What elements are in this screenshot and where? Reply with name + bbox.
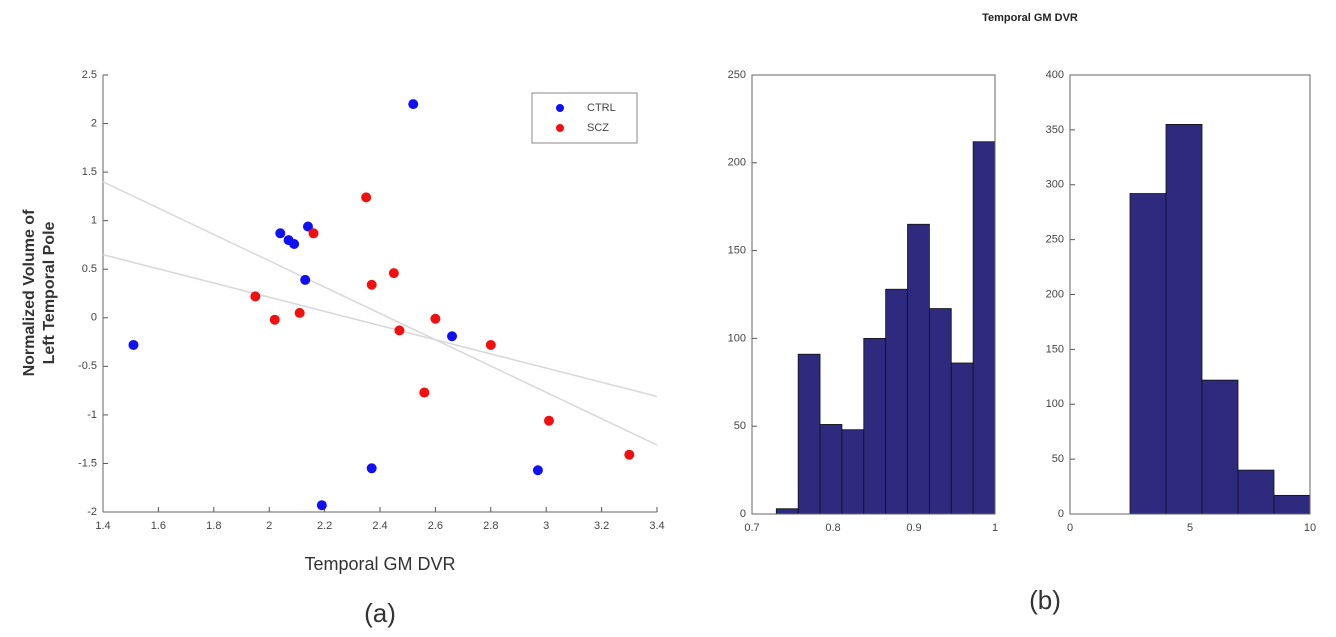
point — [366, 279, 377, 290]
point — [275, 228, 286, 239]
suptitle: Temporal GM DVR — [982, 12, 1078, 24]
bar — [775, 508, 799, 515]
y-tick-label: 50 — [1052, 453, 1064, 465]
point — [447, 331, 458, 342]
x-tick-label: 1 — [992, 522, 998, 534]
x-tick-label: 1.4 — [95, 520, 110, 532]
y-tick-label: 50 — [734, 420, 746, 432]
panel-label: (a) — [364, 598, 396, 628]
bar — [885, 288, 908, 515]
y-tick-label: 150 — [728, 245, 746, 257]
y-tick-label: 1 — [91, 215, 97, 227]
bar — [950, 362, 974, 515]
y-tick-label: -1.5 — [78, 457, 97, 469]
y-tick-label: 2.5 — [82, 69, 97, 81]
x-tick-label: 5 — [1187, 522, 1193, 534]
bar — [928, 308, 952, 515]
point — [624, 449, 635, 460]
bar — [797, 353, 821, 515]
point — [300, 274, 311, 285]
point — [419, 387, 430, 398]
point — [128, 339, 139, 350]
axes-frame — [1069, 74, 1311, 515]
point — [289, 238, 300, 249]
bar — [1273, 494, 1311, 515]
y-tick-label: -2 — [87, 506, 97, 518]
y-tick-label: 300 — [1046, 179, 1064, 191]
y-tick-label: 100 — [1046, 398, 1064, 410]
x-tick-label: 0.8 — [825, 522, 840, 534]
x-tick-label: 2.2 — [317, 520, 332, 532]
x-tick-label: 3.2 — [594, 520, 609, 532]
point — [308, 228, 319, 239]
bar — [907, 223, 930, 515]
y-tick-label: 400 — [1046, 69, 1064, 81]
trend-line — [102, 253, 658, 398]
legend-label: CTRL — [587, 102, 616, 114]
x-tick-label: 0 — [1067, 522, 1073, 534]
point — [302, 221, 313, 232]
x-axis-label: Temporal GM DVR — [304, 554, 455, 574]
point — [485, 339, 496, 350]
y-tick-label: -0.5 — [78, 360, 97, 372]
y-axis-label-line: Left Temporal Pole — [41, 221, 58, 364]
x-tick-label: 3 — [543, 520, 549, 532]
panel-label: (b) — [1029, 585, 1061, 615]
point — [250, 291, 261, 302]
legend-marker — [556, 104, 564, 112]
axes-frame — [751, 74, 996, 515]
y-axis-label-line: Normalized Volume of — [21, 209, 38, 377]
bar — [1165, 123, 1203, 515]
y-tick-label: 250 — [1046, 234, 1064, 246]
y-tick-label: 2 — [91, 117, 97, 129]
y-tick-label: 100 — [728, 332, 746, 344]
bar — [1129, 193, 1167, 515]
x-tick-label: 0.7 — [744, 522, 759, 534]
x-tick-label: 1.8 — [206, 520, 221, 532]
bar — [1201, 379, 1239, 515]
point — [316, 500, 327, 511]
y-tick-label: 350 — [1046, 124, 1064, 136]
y-axis-label: Normalized Volume of Left Temporal Pole — [21, 209, 58, 377]
point — [366, 463, 377, 474]
trend-line — [102, 181, 658, 446]
bar — [841, 429, 865, 515]
y-tick-label: 150 — [1046, 343, 1064, 355]
point — [543, 415, 554, 426]
point — [269, 314, 280, 325]
legend-label: SCZ — [587, 122, 609, 134]
y-tick-label: 0.5 — [82, 263, 97, 275]
y-tick-label: 0 — [91, 312, 97, 324]
point — [532, 465, 543, 476]
point — [294, 307, 305, 318]
x-tick-label: 2.6 — [428, 520, 443, 532]
x-tick-label: 3.4 — [649, 520, 664, 532]
y-tick-label: 1.5 — [82, 166, 97, 178]
y-tick-label: 200 — [1046, 288, 1064, 300]
x-tick-label: 2.8 — [483, 520, 498, 532]
point — [408, 99, 419, 110]
point — [361, 192, 372, 203]
bar — [1237, 469, 1275, 515]
y-tick-label: 200 — [728, 157, 746, 169]
y-tick-label: 250 — [728, 69, 746, 81]
bar — [863, 337, 887, 515]
point — [430, 313, 441, 324]
x-tick-label: 0.9 — [906, 522, 921, 534]
x-tick-label: 2.4 — [372, 520, 387, 532]
bar — [972, 141, 996, 515]
bar — [819, 424, 843, 515]
x-tick-label: 2 — [266, 520, 272, 532]
x-tick-label: 1.6 — [151, 520, 166, 532]
legend — [531, 92, 638, 144]
x-tick-label: 10 — [1304, 522, 1316, 534]
point — [388, 268, 399, 279]
legend-marker — [556, 124, 564, 132]
y-tick-label: 0 — [740, 508, 746, 520]
y-tick-label: -1 — [87, 409, 97, 421]
y-tick-label: 0 — [1058, 508, 1064, 520]
point — [394, 325, 405, 336]
